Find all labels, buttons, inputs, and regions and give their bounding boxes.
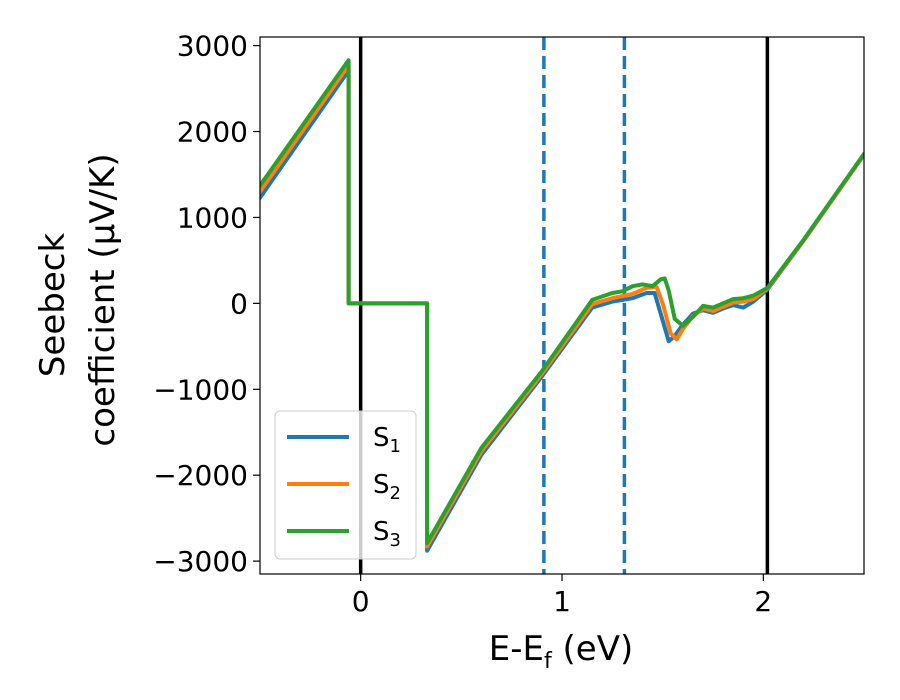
series-lines: [260, 58, 864, 553]
y-tick-label-0: −3000: [153, 545, 248, 578]
legend-entries: S1 S2 S3: [287, 423, 401, 551]
y-tick-label-3: 0: [230, 287, 248, 320]
legend-label-s2: S2: [373, 470, 401, 504]
legend-label-s3: S3: [373, 517, 401, 551]
y-tick-label-4: 1000: [177, 201, 248, 234]
series-line-s3: [260, 58, 864, 546]
y-axis-title-line1: Seebeck: [33, 233, 73, 378]
series-line-s1: [260, 68, 864, 553]
x-tick-label-1: 1: [553, 585, 571, 618]
legend-label-s1: S1: [373, 423, 401, 457]
legend: S1 S2 S3: [274, 410, 417, 560]
y-tick-label-2: −1000: [153, 373, 248, 406]
x-axis-title-subscript: f: [544, 649, 553, 674]
y-tick-label-1: −2000: [153, 459, 248, 492]
x-axis-title-unit: (eV): [552, 629, 634, 669]
plot-area-frame: [259, 36, 865, 575]
y-ticks: −3000 −2000 −1000 0 1000 2000 3000: [153, 30, 260, 578]
x-axis-title: E-Ef (eV): [489, 629, 634, 674]
y-axis-title-line2: coefficient (μV/K): [83, 153, 123, 446]
x-tick-label-0: 0: [352, 585, 370, 618]
x-axis-title-main: E-E: [489, 629, 544, 669]
y-tick-label-5: 2000: [177, 116, 248, 149]
y-tick-label-6: 3000: [177, 30, 248, 63]
x-ticks: 0 1 2: [352, 574, 772, 618]
x-tick-label-2: 2: [754, 585, 772, 618]
